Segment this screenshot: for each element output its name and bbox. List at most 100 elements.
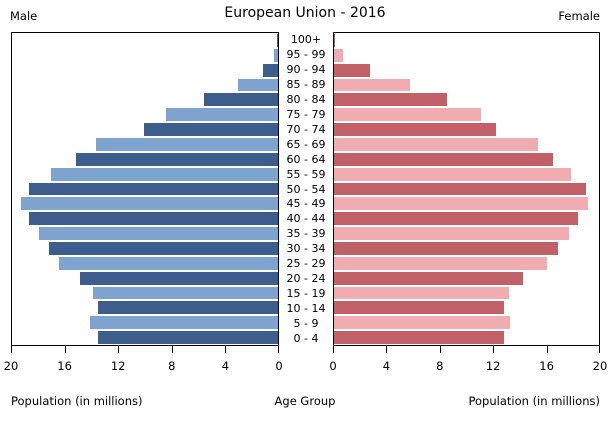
tick-label-0: 0 [329,359,337,373]
pyramid-row [12,167,278,182]
tick-label-16: 16 [57,359,72,373]
bar-male-50-54 [29,182,278,196]
age-group-label-5-9: 5 - 9 [293,317,319,331]
pyramid-row [12,48,278,63]
tick-mark [386,346,388,353]
bar-female-0-4 [334,331,504,345]
bar-male-20-24 [79,271,278,285]
bar-male-90-94 [263,63,278,77]
bar-male-15-19 [93,286,278,300]
pyramid-row [334,48,599,63]
pyramid-row [334,63,599,78]
pyramid-row [334,256,599,271]
bar-female-65-69 [334,138,539,151]
pyramid-row [12,315,278,330]
bar-female-15-19 [334,286,509,300]
bar-female-85-89 [334,78,410,92]
pyramid-row [12,286,278,301]
pyramid-row [334,211,599,226]
bar-female-75-79 [334,108,482,122]
bar-male-30-34 [49,242,278,255]
pyramid-row [12,63,278,78]
age-group-label-75-79: 75 - 79 [286,107,326,121]
bar-male-55-59 [50,167,278,181]
pyramid-row [334,152,599,167]
pyramid-row [334,33,599,48]
male-x-axis-ticks: 20 16 12 8 4 0 [4,346,283,380]
age-group-label-80-84: 80 - 84 [286,92,326,106]
age-group-label-50-54: 50 - 54 [286,182,326,196]
tick-label-12: 12 [110,359,126,373]
pyramid-row [12,211,278,226]
bar-male-5-9 [90,316,278,330]
tick-label-8: 8 [168,359,176,373]
bar-female-50-54 [334,182,586,196]
bar-female-90-94 [334,63,370,77]
tick-mark [493,346,495,353]
bar-male-80-84 [203,93,278,107]
age-group-label-55-59: 55 - 59 [286,167,326,181]
pyramid-row [12,271,278,286]
age-group-label-60-64: 60 - 64 [286,152,326,166]
bar-male-10-14 [98,301,278,315]
pyramid-row [334,137,599,152]
bar-male-70-74 [143,123,278,137]
female-x-axis-label: Population (in millions) [468,394,601,408]
age-group-label-35-39: 35 - 39 [286,227,326,241]
pyramid-row [334,315,599,330]
pyramid-row [12,196,278,211]
pyramid-row [334,300,599,315]
pyramid-row [12,330,278,345]
age-group-label-100+: 100+ [290,32,322,46]
bar-female-25-29 [334,256,548,270]
pyramid-row [334,107,599,122]
age-group-label-40-44: 40 - 44 [286,212,326,226]
tick-mark [439,346,441,353]
age-group-label-20-24: 20 - 24 [286,272,326,286]
bar-female-10-14 [334,301,504,315]
bar-female-5-9 [334,316,511,330]
tick-mark [171,346,173,353]
pyramid-row [12,78,278,93]
bar-female-20-24 [334,271,524,285]
female-side-header: Female [558,9,600,23]
chart-title: European Union - 2016 [224,5,386,21]
pyramid-row [334,167,599,182]
bar-male-85-89 [238,78,278,92]
pyramid-row [334,196,599,211]
bar-female-100+ [334,34,336,47]
tick-label-0: 0 [275,359,283,373]
bar-female-55-59 [334,167,572,181]
bar-male-75-79 [166,108,278,122]
bar-female-30-34 [334,242,558,255]
pyramid-row [334,122,599,137]
male-x-axis-label: Population (in millions) [11,394,143,408]
tick-mark [278,346,279,353]
tick-label-20: 20 [592,359,608,373]
age-group-label-85-89: 85 - 89 [286,77,326,91]
pyramid-row [334,286,599,301]
bar-female-60-64 [334,152,553,166]
bar-female-95-99 [334,48,343,62]
bar-female-70-74 [334,123,496,137]
pyramid-row [12,137,278,152]
tick-label-4: 4 [221,359,230,373]
pyramid-row [12,226,278,241]
tick-mark [64,346,66,353]
age-group-label-90-94: 90 - 94 [286,62,326,76]
bar-male-40-44 [29,212,278,226]
tick-mark [546,346,548,353]
pyramid-row [334,241,599,256]
age-group-label-65-69: 65 - 69 [286,137,326,151]
bar-female-80-84 [334,93,447,107]
bar-female-40-44 [334,212,578,226]
pyramid-row [334,182,599,197]
female-bars-panel [333,32,600,346]
age-group-label-70-74: 70 - 74 [286,122,326,136]
pyramid-row [334,330,599,345]
bar-male-95-99 [274,48,278,62]
bar-male-45-49 [21,197,278,211]
pyramid-row [12,152,278,167]
male-side-header: Male [10,9,38,23]
